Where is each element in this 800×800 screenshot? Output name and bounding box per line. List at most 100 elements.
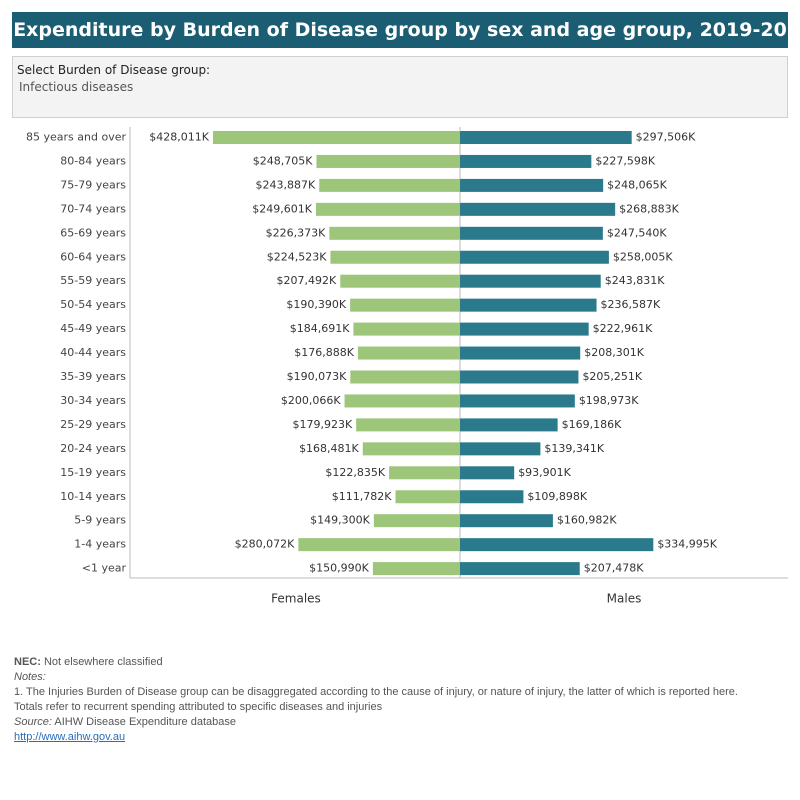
bar [460,466,515,480]
note: Totals refer to recurrent spending attri… [14,701,383,713]
data-label: $207,478K [584,562,644,575]
data-label: $243,831K [605,274,665,287]
data-label: $150,990K [309,562,369,575]
footer: NEC: Not elsewhere classified Notes: 1. … [14,655,794,745]
y-tick-label: 70-74 years [60,202,126,215]
data-label: $208,301K [584,346,644,359]
y-tick-label: 75-79 years [60,178,126,191]
bar [460,298,597,312]
note: 1. The Injuries Burden of Disease group … [14,686,738,698]
bar [460,442,541,456]
y-tick-label: 15-19 years [60,466,126,479]
data-label: $179,923K [292,418,352,431]
title: Expenditure by Burden of Disease group b… [13,19,787,41]
data-label: $169,186K [562,418,622,431]
data-label: $190,390K [286,298,346,311]
data-label: $200,066K [281,394,341,407]
data-label: $268,883K [619,202,679,215]
data-label: $247,540K [607,226,667,239]
bar [350,370,460,384]
notes-heading: Notes: [14,671,46,683]
bar [357,346,460,360]
data-label: $207,492K [277,274,337,287]
filter-value[interactable]: Infectious diseases [19,80,134,94]
bar [350,298,460,312]
data-label: $184,691K [290,322,350,335]
bar [353,322,460,336]
data-label: $122,835K [325,466,385,479]
data-label: $226,373K [266,226,326,239]
y-tick-label: 40-44 years [60,346,126,359]
data-label: $205,251K [582,370,642,383]
bar [460,418,558,432]
data-label: $224,523K [267,250,327,263]
nec-term: NEC: [14,656,41,668]
bar [460,490,524,504]
y-tick-label: 1-4 years [74,538,126,551]
bar [372,562,460,576]
y-tick-label: 60-64 years [60,250,126,263]
data-label: $258,005K [613,250,673,263]
bar [344,394,460,408]
bar [373,514,460,528]
bar [460,154,592,168]
data-label: $428,011K [149,131,209,144]
y-tick-label: 65-69 years [60,226,126,239]
legend-label: Males [607,592,642,606]
bar [460,346,581,360]
bar [316,154,460,168]
legend-label: Females [271,592,321,606]
bar [460,394,575,408]
data-label: $222,961K [593,322,653,335]
data-label: $248,705K [253,154,313,167]
bar [460,131,632,144]
link[interactable]: http://www.aihw.gov.au [14,731,126,743]
data-label: $280,072K [235,538,295,551]
bar [460,514,553,528]
bar [356,418,460,432]
y-tick-label: 30-34 years [60,394,126,407]
bar [460,250,609,264]
bar [298,538,460,552]
data-label: $248,065K [607,178,667,191]
data-label: $168,481K [299,442,359,455]
bar [460,538,654,552]
y-tick-label: 50-54 years [60,298,126,311]
source-text: AIHW Disease Expenditure database [54,716,236,728]
filter-label: Select Burden of Disease group: [17,63,211,77]
bar [460,562,580,576]
bar [362,442,460,456]
y-tick-label: 55-59 years [60,274,126,287]
data-label: $160,982K [557,514,617,527]
y-tick-label: 85 years and over [26,131,126,144]
y-tick-label: 5-9 years [74,514,126,527]
data-label: $190,073K [287,370,347,383]
chart: 85 years and over 80-84 years 75-79 years 7… [26,127,788,606]
bar [460,322,589,336]
data-label: $139,341K [544,442,604,455]
bar [395,490,460,504]
y-tick-label: 80-84 years [60,154,126,167]
data-label: $227,598K [595,154,655,167]
nec-text: Not elsewhere classified [43,656,163,668]
data-label: $109,898K [527,490,587,503]
bar [460,370,579,384]
y-tick-label: 20-24 years [60,442,126,455]
data-label: $176,888K [294,346,354,359]
y-tick-label: 35-39 years [60,370,126,383]
data-label: $149,300K [310,514,370,527]
bar [460,202,616,216]
data-label: $334,995K [657,538,717,551]
y-tick-label: 25-29 years [60,418,126,431]
y-tick-label: <1 year [82,562,127,575]
source-term: Source: [14,716,52,728]
bar [389,466,460,480]
title-bar: Expenditure by Burden of Disease group b… [12,12,788,48]
bar [213,131,460,144]
data-label: $111,782K [332,490,392,503]
bar [460,274,601,288]
filter[interactable]: Select Burden of Disease group: Infectio… [12,56,788,118]
data-label: $243,887K [256,178,316,191]
bar [330,250,460,264]
